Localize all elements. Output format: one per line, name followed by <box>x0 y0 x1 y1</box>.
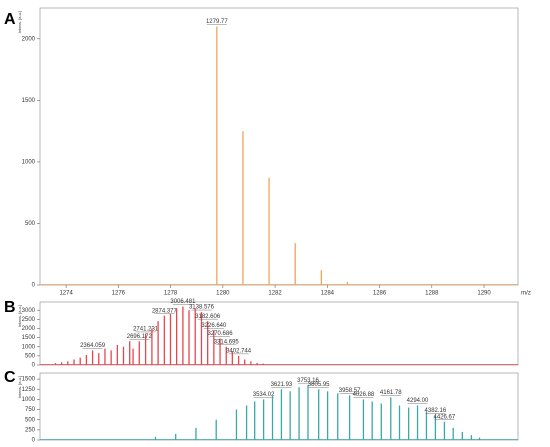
plot-frame <box>39 301 519 366</box>
y-tick-label: 1000 <box>22 159 36 165</box>
y-axis-label: Intens. [a.u.] <box>17 376 22 398</box>
x-tick-label: 1286 <box>373 291 387 297</box>
y-axis-label: Intens. [a.u.] <box>17 305 22 327</box>
panel-label: B <box>4 299 16 316</box>
y-tick-label: 1000 <box>22 397 36 403</box>
x-tick-label: 1274 <box>59 291 73 297</box>
plot-frame <box>39 7 519 286</box>
x-tick-label: 1282 <box>268 291 282 297</box>
y-tick-label: 250 <box>25 427 36 433</box>
peak-label: 2696.172 <box>127 334 153 340</box>
x-axis-label: m/z <box>521 291 531 297</box>
y-tick-label: 500 <box>25 221 36 227</box>
peak-label: 4161.78 <box>380 390 402 396</box>
peak-label: 3314.695 <box>214 339 240 345</box>
peak-label: 2364.059 <box>80 343 106 349</box>
peak-label: 3138.576 <box>189 305 215 311</box>
y-tick-label: 3000 <box>22 308 36 314</box>
y-tick-label: 750 <box>25 407 36 413</box>
peak-label: 4294.00 <box>407 398 429 404</box>
peak-label: 3958.57 <box>339 388 361 394</box>
x-tick-label: 1290 <box>477 291 491 297</box>
y-tick-label: 0 <box>32 283 36 289</box>
peak-label: 3182.606 <box>195 314 221 320</box>
peak-label: 4026.88 <box>353 392 375 398</box>
peak-label: 2874.377 <box>152 308 178 314</box>
peak-label: 2741.231 <box>133 327 159 333</box>
peak-label: 3270.686 <box>208 331 234 337</box>
x-tick-label: 1288 <box>425 291 439 297</box>
x-tick-label: 1284 <box>321 291 335 297</box>
y-tick-label: 500 <box>25 353 36 359</box>
peak-label: 4426.67 <box>434 414 456 420</box>
peak-label: 3534.02 <box>253 392 275 398</box>
peak-label: 3621.93 <box>271 382 293 388</box>
y-tick-label: 1000 <box>22 344 36 350</box>
y-tick-label: 1500 <box>22 98 36 104</box>
y-tick-label: 500 <box>25 417 36 423</box>
peak-label: 3006.481 <box>170 299 196 305</box>
x-tick-label: 1280 <box>216 291 230 297</box>
y-tick-label: 0 <box>32 363 36 369</box>
y-tick-label: 0 <box>32 438 36 444</box>
y-tick-label: 2500 <box>22 317 36 323</box>
y-axis-label: Intens. [a.u.] <box>17 11 22 33</box>
x-tick-label: 1276 <box>112 291 126 297</box>
y-tick-label: 1500 <box>22 335 36 341</box>
y-tick-label: 1500 <box>22 377 36 383</box>
peak-label: 1279.77 <box>206 19 228 25</box>
plot-frame <box>39 372 519 441</box>
peak-label: 3805.95 <box>308 382 330 388</box>
peak-label: 3402.744 <box>226 348 252 354</box>
peak-label: 3226.640 <box>201 323 227 329</box>
panel-label: C <box>4 369 16 386</box>
peak-label: 3753.16 <box>297 378 319 384</box>
y-tick-label: 2000 <box>22 36 36 42</box>
panel-label: A <box>4 11 16 28</box>
y-tick-label: 2000 <box>22 326 36 332</box>
peak-label: 4382.16 <box>425 408 447 414</box>
x-tick-label: 1278 <box>164 291 178 297</box>
y-tick-label: 1250 <box>22 387 36 393</box>
